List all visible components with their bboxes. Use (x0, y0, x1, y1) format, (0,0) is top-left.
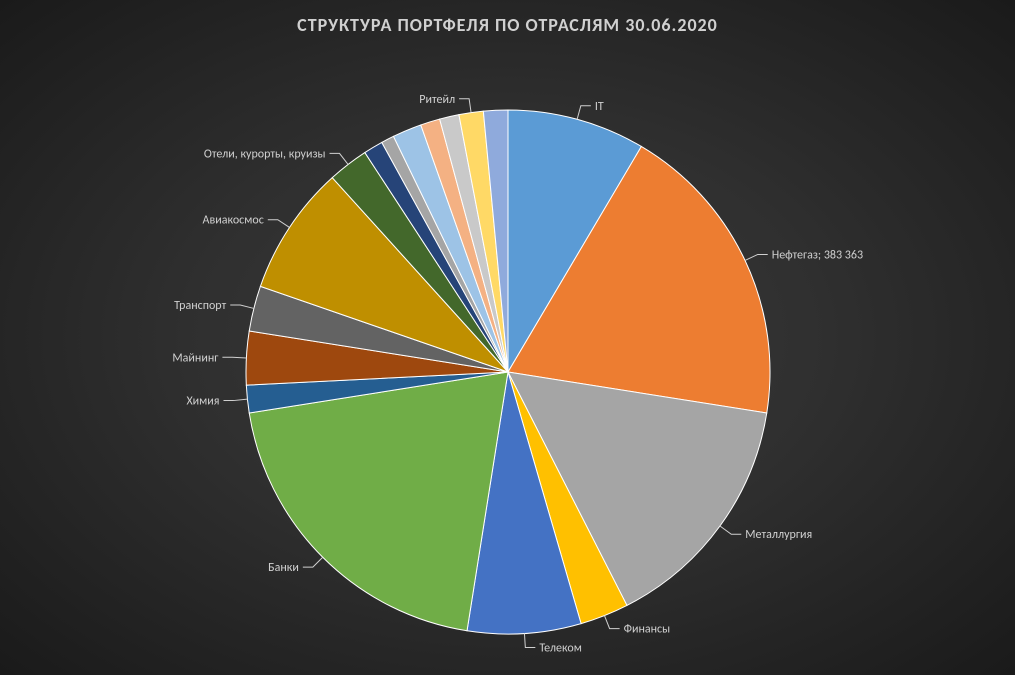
label-Авиакосмос: Авиакосмос (203, 214, 264, 228)
label-Металлургия: Металлургия (745, 528, 812, 542)
leader-Металлургия (720, 526, 741, 534)
label-Отели, курорты, круизы: Отели, курорты, круизы (204, 147, 326, 161)
label-Ритейл: Ритейл (419, 93, 455, 107)
leader-Финансы (604, 616, 619, 629)
leader-Банки (303, 557, 323, 567)
leader-Телеком (524, 633, 535, 647)
leader-Химия (223, 399, 247, 400)
label-IT: IT (595, 100, 604, 114)
chart-stage: СТРУКТУРА ПОРТФЕЛЯ ПО ОТРАСЛЯМ 30.06.202… (0, 0, 1015, 675)
leader-IT (577, 106, 591, 120)
leader-Ритейл (459, 99, 471, 113)
leader-Авиакосмос (268, 220, 290, 228)
pie-chart: IT Нефтегаз; 383 363 Металлургия Финансы Тел… (0, 0, 1015, 675)
label-Транспорт: Транспорт (174, 299, 226, 313)
label-Финансы: Финансы (624, 623, 671, 637)
label-Телеком: Телеком (539, 641, 581, 655)
label-Химия: Химия (186, 395, 219, 409)
leader-Нефтегаз (745, 254, 768, 260)
leader-Отели, курорты, круизы (330, 153, 349, 164)
label-Банки: Банки (268, 561, 299, 575)
label-Нефтегаз: Нефтегаз; 383 363 (772, 248, 863, 262)
label-Майнинг: Майнинг (172, 351, 219, 365)
leader-Транспорт (230, 305, 254, 308)
leader-Майнинг (222, 357, 246, 358)
slice-Банки (249, 372, 508, 631)
